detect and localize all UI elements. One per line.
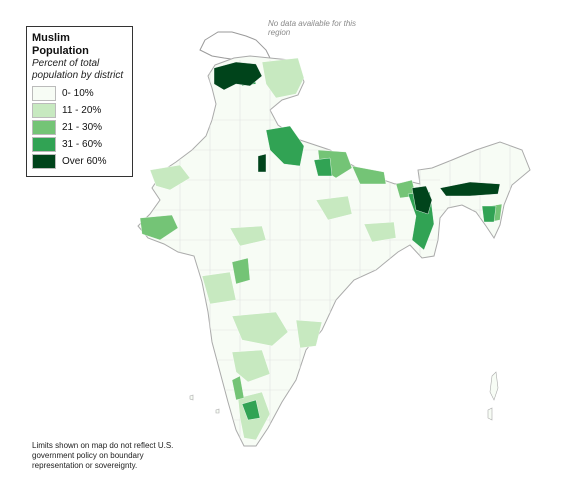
district-31-60 <box>313 157 333 177</box>
district-classes <box>139 57 503 441</box>
district-over-60 <box>411 185 433 215</box>
legend-swatch <box>32 120 56 135</box>
legend-subtitle: Percent of total population by district <box>32 58 124 81</box>
legend-swatch <box>32 154 56 169</box>
district-31-60 <box>265 125 305 167</box>
legend-swatch <box>32 103 56 118</box>
district-over-60 <box>213 61 263 91</box>
district-11-20 <box>261 57 305 99</box>
legend-title: Muslim Population <box>32 32 89 57</box>
legend-item: 31 - 60% <box>32 136 126 153</box>
legend-item: 0- 10% <box>32 85 126 102</box>
district-21-30 <box>231 257 251 285</box>
district-31-60 <box>241 399 261 421</box>
district-11-20 <box>229 225 267 247</box>
india-outline <box>137 55 531 447</box>
district-11-20 <box>201 271 237 305</box>
legend-label: 0- 10% <box>62 88 94 99</box>
legend-swatch <box>32 137 56 152</box>
legend-item: Over 60% <box>32 153 126 170</box>
district-21-30 <box>139 214 179 241</box>
district-11-20 <box>295 319 323 349</box>
no-data-note: No data available for this region <box>268 19 357 37</box>
legend-label: 11 - 20% <box>62 105 102 116</box>
district-21-30 <box>231 375 245 401</box>
disclaimer-text: Limits shown on map do not reflect U.S. … <box>32 441 174 470</box>
district-11-20 <box>363 221 397 243</box>
legend-label: 31 - 60% <box>62 139 103 150</box>
legend-label: Over 60% <box>62 156 107 167</box>
legend-item: 21 - 30% <box>32 119 126 136</box>
district-over-60 <box>439 181 501 197</box>
district-11-20 <box>231 311 289 347</box>
district-over-60 <box>257 153 267 173</box>
islands <box>189 371 499 421</box>
district-21-30 <box>351 165 387 185</box>
district-11-20 <box>149 164 191 191</box>
legend-item: 11 - 20% <box>32 102 126 119</box>
district-11-20 <box>231 349 271 383</box>
legend: Muslim Population Percent of total popul… <box>26 26 133 177</box>
district-11-20 <box>315 195 353 221</box>
district-31-60 <box>481 205 497 223</box>
legend-label: 21 - 30% <box>62 122 103 133</box>
legend-swatch <box>32 86 56 101</box>
